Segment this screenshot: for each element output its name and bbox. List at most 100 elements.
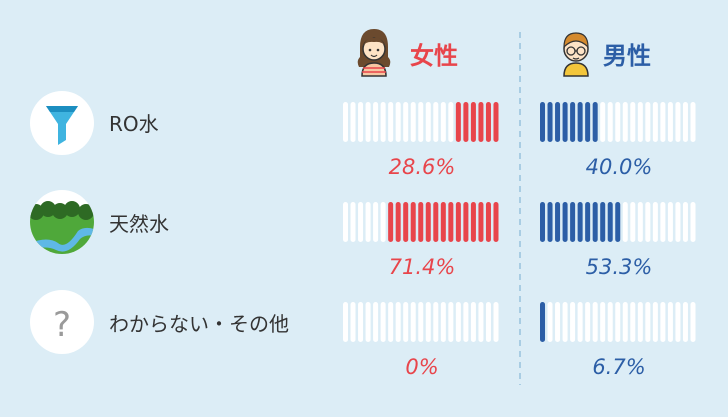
bar-segment-filled [615,202,621,242]
bar-segment-filled [433,202,439,242]
bar-segment-empty [630,102,636,142]
bar-segment-filled [592,102,598,142]
boy-avatar-icon [563,32,589,77]
bar-segment-empty [675,202,681,242]
bar-segment-empty [470,302,476,342]
bar-segment-empty [660,302,666,342]
funnel-icon [46,106,78,145]
bar-segment-empty [448,102,454,142]
bar-segment-empty [555,302,561,342]
bar-segment-empty [675,102,681,142]
bar-segment-filled [478,102,484,142]
bar-segment-empty [690,102,696,142]
bar-segment-empty [425,302,431,342]
bar-segment-empty [410,302,416,342]
bar-segment-empty [343,102,349,142]
bar-segment-filled [607,202,613,242]
bar-segment-filled [478,202,484,242]
bar-segment-filled [585,102,591,142]
bar-segment-empty [350,302,356,342]
data-label: 28.6% [389,155,456,179]
column-header-male: 男性 [603,42,651,70]
bar-segment-empty [622,202,628,242]
bar-segment-empty [440,302,446,342]
bar-segment-filled [463,202,469,242]
bar-segment-empty [637,302,643,342]
bar-segment-empty [570,302,576,342]
bar-segment-filled [485,202,491,242]
bar-segment-empty [373,302,379,342]
data-label: 53.3% [586,255,653,279]
bar-segment-empty [358,102,364,142]
bar-segment-empty [350,202,356,242]
bar-segment-empty [615,102,621,142]
bar-segment-empty [478,302,484,342]
bar-segment-empty [675,302,681,342]
bar-segment-empty [358,302,364,342]
bar-segment-filled [562,202,568,242]
bar-segment-filled [418,202,424,242]
bar-segment-filled [388,202,394,242]
bar-segment-empty [682,102,688,142]
bar-segment-filled [493,202,499,242]
bar-segment-empty [637,202,643,242]
data-label: 6.7% [592,355,645,379]
bar-segment-filled [455,102,461,142]
bar-segment-empty [607,102,613,142]
bar-segment-empty [645,102,651,142]
bar-segment-empty [622,102,628,142]
bar-segment-empty [645,302,651,342]
row-ro-water: RO水 [30,91,159,155]
bar-segment-empty [380,102,386,142]
bar-segment-empty [682,202,688,242]
bar-segment-empty [463,302,469,342]
bar-segment-empty [615,302,621,342]
row-natural-water: 天然水 [30,190,169,254]
bar-segment-filled [493,102,499,142]
bar-segment-filled [562,102,568,142]
bar-segment-empty [630,302,636,342]
bar-segment-empty [592,302,598,342]
bar-segment-empty [373,202,379,242]
bar-segment-empty [637,102,643,142]
bar-segment-empty [600,302,606,342]
bar-segment-filled [540,202,546,242]
bar-segment-empty [630,202,636,242]
bar-segment-filled [585,202,591,242]
bar-segment-empty [433,302,439,342]
bar-segment-empty [652,102,658,142]
bar-segment-empty [403,302,409,342]
percentage-labels: 28.6% 71.4% 0% 40.0% 53.3% 6.7% [389,155,653,379]
bar-segment-filled [403,202,409,242]
bar-segment-empty [373,102,379,142]
row-unknown-other: ? わからない・その他 [30,290,289,354]
bar-segment-empty [607,302,613,342]
bar-segment-empty [660,202,666,242]
bar-segment-filled [592,202,598,242]
bar-segment-empty [395,102,401,142]
bar-segment-filled [410,202,416,242]
bar-segment-filled [577,202,583,242]
bar-segment-filled [448,202,454,242]
bar-segment-empty [600,102,606,142]
bar-segment-empty [395,302,401,342]
bar-segment-empty [682,302,688,342]
bar-segment-empty [448,302,454,342]
bar-segment-filled [555,202,561,242]
bar-segment-filled [555,102,561,142]
bar-segment-empty [577,302,583,342]
bar-segment-empty [343,302,349,342]
bar-segment-empty [562,302,568,342]
girl-avatar-icon [357,29,391,77]
bar-segment-filled [440,202,446,242]
bar-segment-filled [470,102,476,142]
data-label: 0% [405,355,438,379]
bar-segment-empty [547,302,553,342]
bar-segment-filled [540,102,546,142]
bar-segment-empty [418,102,424,142]
bar-segment-filled [570,202,576,242]
bar-segment-filled [470,202,476,242]
bar-segment-empty [418,302,424,342]
bar-segment-empty [667,202,673,242]
